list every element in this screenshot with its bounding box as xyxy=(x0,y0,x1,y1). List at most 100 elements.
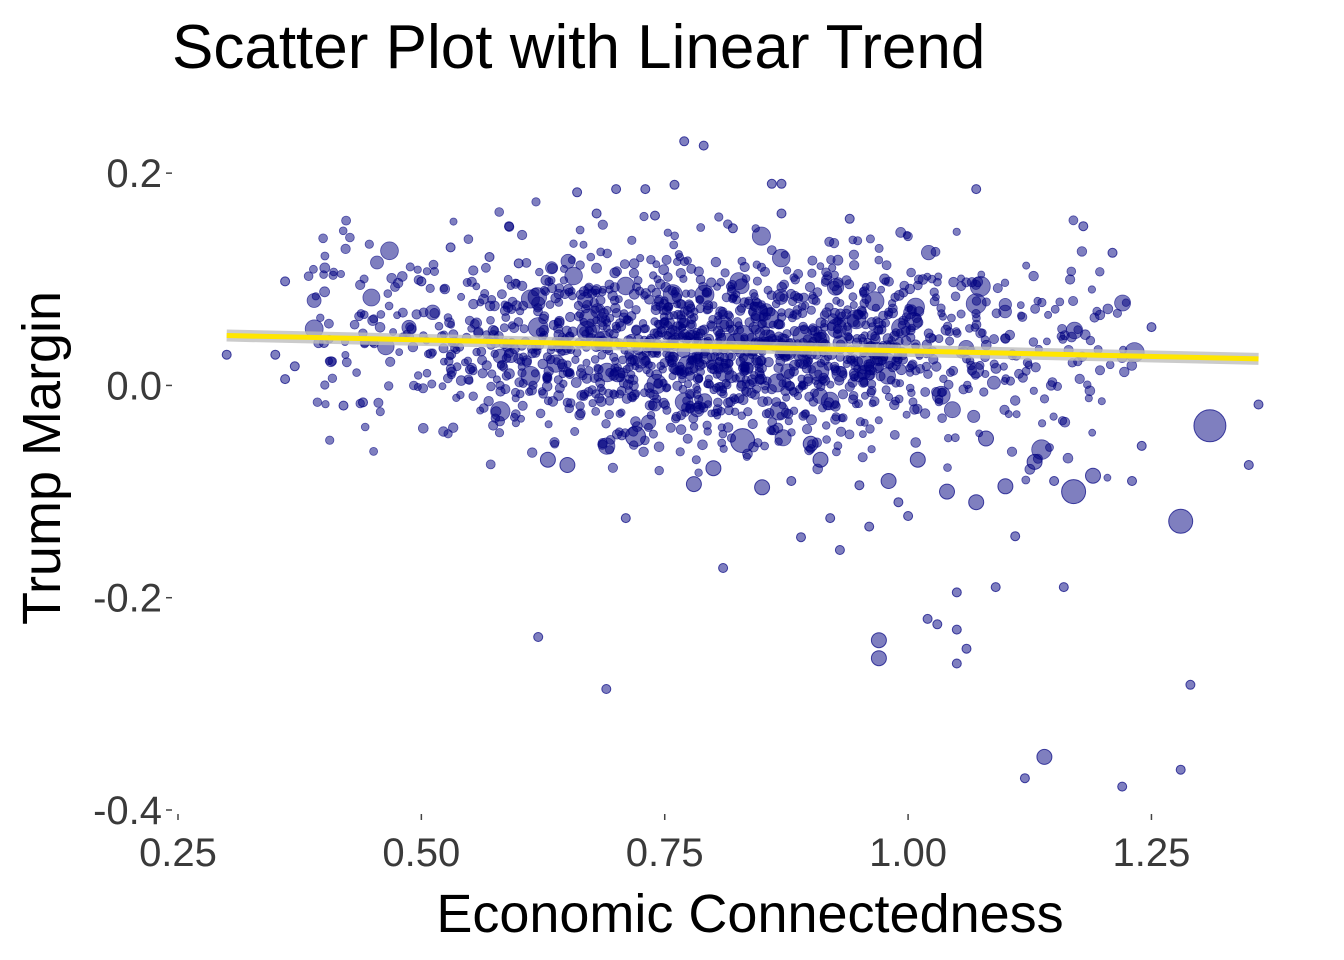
cloud-point xyxy=(719,390,728,399)
cloud-point xyxy=(812,287,823,298)
scatter-point xyxy=(786,476,797,486)
cloud-point xyxy=(807,255,818,266)
cloud-point xyxy=(341,357,352,368)
cloud-point xyxy=(477,355,488,366)
cloud-point xyxy=(754,327,766,339)
cloud-point xyxy=(835,426,847,437)
cloud-point xyxy=(776,312,787,322)
scatter-point xyxy=(559,457,576,473)
cloud-point xyxy=(978,328,987,338)
cloud-point xyxy=(601,419,611,429)
cloud-point xyxy=(915,363,925,374)
cloud-point xyxy=(531,287,540,297)
cloud-point xyxy=(318,233,328,244)
cloud-point xyxy=(604,445,615,455)
cloud-point xyxy=(714,212,724,222)
scatter-point xyxy=(484,252,495,262)
cloud-point xyxy=(457,292,466,301)
cloud-point xyxy=(943,379,954,390)
scatter-point xyxy=(961,643,972,654)
cloud-point xyxy=(395,348,404,357)
cloud-point xyxy=(1065,274,1076,285)
scatter-point xyxy=(1078,221,1089,232)
cloud-point xyxy=(553,375,563,385)
scatter-point xyxy=(1185,679,1196,690)
cloud-point xyxy=(1021,366,1031,376)
cloud-point xyxy=(676,299,687,309)
cloud-point xyxy=(879,273,890,285)
cloud-point xyxy=(571,355,580,364)
cloud-point xyxy=(762,376,772,386)
cloud-point xyxy=(349,319,360,330)
cloud-point xyxy=(772,248,791,268)
cloud-point xyxy=(345,232,355,243)
scatter-point xyxy=(1175,764,1186,775)
cloud-point xyxy=(468,265,479,276)
cloud-point xyxy=(920,387,931,397)
cloud-point xyxy=(510,387,520,397)
cloud-point xyxy=(340,243,351,254)
cloud-point xyxy=(1073,325,1083,335)
cloud-point xyxy=(615,409,624,418)
cloud-point xyxy=(628,258,640,269)
cloud-point xyxy=(791,309,802,320)
cloud-point xyxy=(531,197,541,207)
cloud-point xyxy=(709,301,718,310)
cloud-point xyxy=(710,256,722,268)
cloud-point xyxy=(788,366,799,377)
scatter-point xyxy=(727,223,738,234)
cloud-point xyxy=(543,366,554,377)
scatter-point xyxy=(951,624,962,635)
cloud-point xyxy=(979,387,989,397)
cloud-point xyxy=(1004,329,1016,341)
cloud-point xyxy=(724,310,733,320)
scatter-point xyxy=(679,136,690,147)
scatter-point xyxy=(825,513,836,524)
scatter-point xyxy=(844,213,855,224)
cloud-point xyxy=(827,313,839,325)
cloud-point xyxy=(826,278,845,296)
cloud-point xyxy=(889,429,900,440)
cloud-point xyxy=(429,266,439,276)
cloud-point xyxy=(1119,366,1130,378)
cloud-point xyxy=(822,435,831,444)
cloud-point xyxy=(906,267,916,278)
cloud-point xyxy=(804,281,816,293)
cloud-point xyxy=(380,241,399,261)
cloud-point xyxy=(712,362,724,373)
scatter-point xyxy=(796,532,806,543)
scatter-point xyxy=(533,632,544,642)
y-tick-label: -0.4 xyxy=(93,789,162,833)
cloud-point xyxy=(934,334,944,344)
cloud-point xyxy=(413,382,422,391)
cloud-point xyxy=(865,234,875,244)
cloud-point xyxy=(463,234,474,245)
cloud-point xyxy=(463,356,472,365)
cloud-point xyxy=(422,267,431,276)
cloud-point xyxy=(736,326,745,335)
cloud-point xyxy=(782,266,792,275)
cloud-point xyxy=(1000,278,1010,287)
cloud-point xyxy=(360,422,370,432)
cloud-point xyxy=(448,422,459,433)
cloud-point xyxy=(797,381,806,390)
cloud-point xyxy=(328,270,338,280)
scatter-point xyxy=(939,483,955,500)
cloud-point xyxy=(468,391,478,401)
cloud-point xyxy=(502,302,514,313)
cloud-point xyxy=(693,385,702,394)
cloud-point xyxy=(828,263,837,272)
cloud-point xyxy=(352,368,361,377)
cloud-point xyxy=(867,385,877,396)
cloud-point xyxy=(538,313,549,325)
cloud-point xyxy=(821,307,832,318)
cloud-point xyxy=(907,304,917,315)
cloud-point xyxy=(905,363,915,373)
cloud-point xyxy=(1058,334,1068,344)
cloud-point xyxy=(961,277,972,288)
cloud-point xyxy=(564,266,583,286)
cloud-point xyxy=(766,245,777,256)
cloud-point xyxy=(691,455,701,465)
scatter-point xyxy=(1127,476,1137,486)
